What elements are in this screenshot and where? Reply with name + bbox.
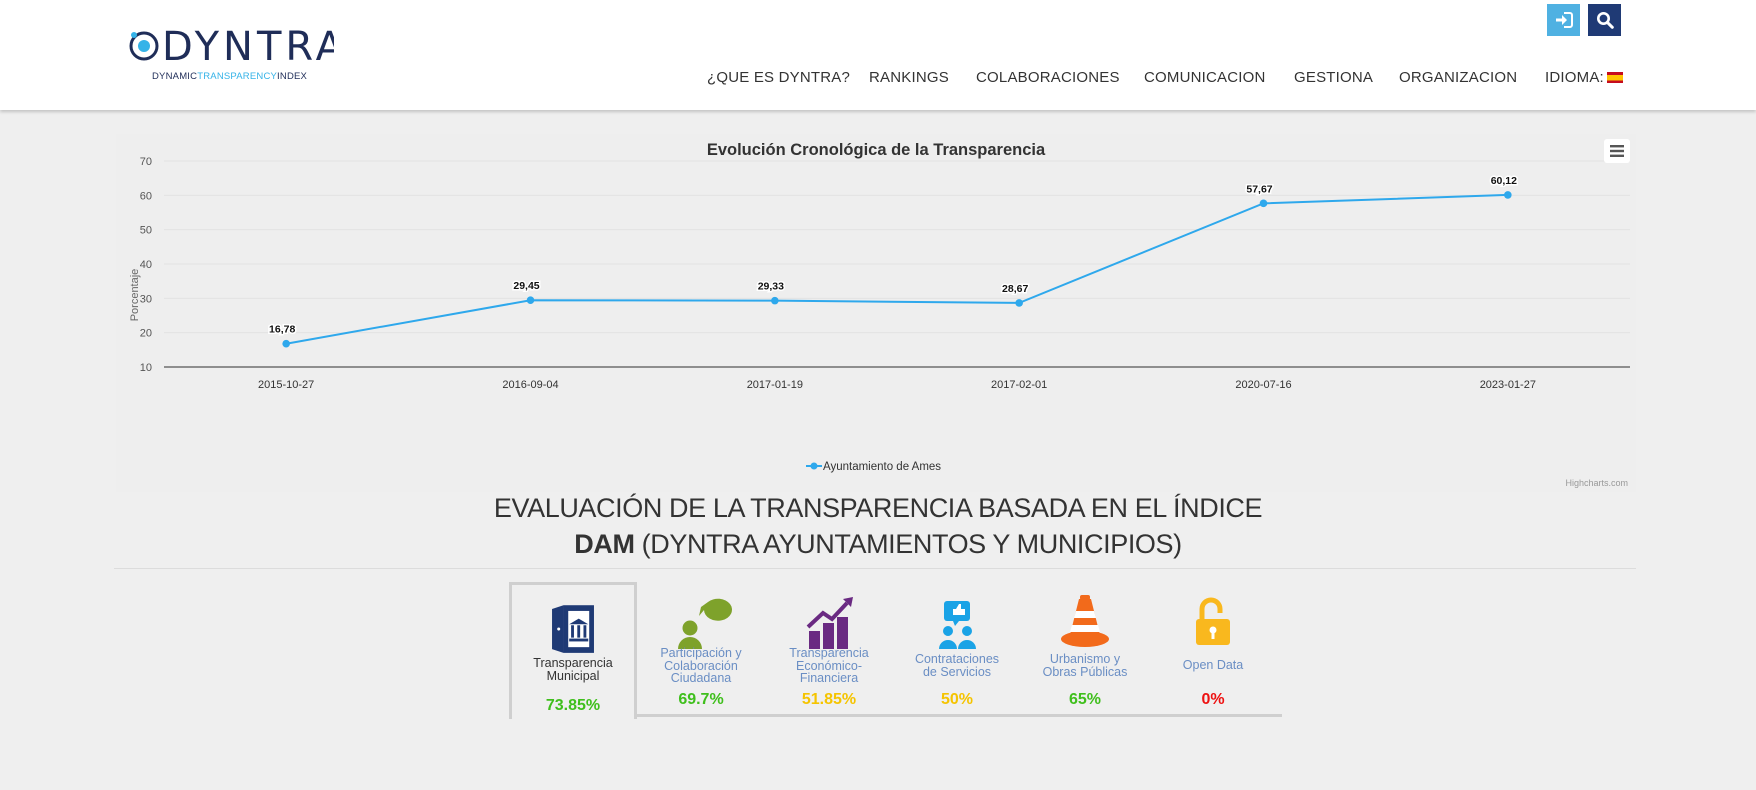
tab-score: 50% <box>940 691 974 708</box>
chart-menu-button[interactable] <box>1604 139 1630 163</box>
data-label: 28,67 <box>1002 283 1028 295</box>
chart-canvas: 10 20 30 40 50 60 70 2015-10-27 2016-09-04 2017-0… <box>129 141 1630 488</box>
tab-open-data[interactable]: Open Data 0% <box>1149 583 1277 719</box>
tab-participacion-ciudadana[interactable]: Participación y Colaboración Ciudadana 69.… <box>637 583 765 719</box>
tab-label: Participación y Colaboración Ciudadana <box>660 646 742 685</box>
tab-label: Transparencia Económico- Financiera <box>789 646 869 685</box>
x-tick-label: 2020-07-16 <box>1235 379 1291 391</box>
y-tick-label: 60 <box>140 190 152 202</box>
series-line <box>285 193 1508 345</box>
evaluation-heading: EVALUACIÓN DE LA TRANSPARENCIA BASADA EN… <box>100 490 1656 562</box>
transparency-chart: 10 20 30 40 50 60 70 2015-10-27 2016-09-04 2017-0… <box>116 134 1636 492</box>
data-point[interactable] <box>282 339 290 348</box>
tab-transparencia-economica[interactable]: Transparencia Económico- Financiera 51.85% <box>765 583 893 719</box>
chart-legend[interactable]: Ayuntamiento de Ames <box>806 461 941 473</box>
data-label: 29,33 <box>758 281 784 293</box>
tab-score: 69.7% <box>678 691 724 708</box>
y-tick-label: 50 <box>140 225 152 237</box>
data-point[interactable] <box>1015 299 1023 307</box>
dam-label: DAM <box>574 529 635 559</box>
nav-item-idioma[interactable]: IDIOMA: <box>1545 69 1623 86</box>
data-point[interactable] <box>1259 199 1268 208</box>
legend-point-marker <box>810 462 818 470</box>
tab-contrataciones-servicios[interactable]: Contrataciones de Servicios 50% <box>893 583 1021 719</box>
data-point[interactable] <box>1504 191 1512 199</box>
tab-transparencia-municipal[interactable]: Transparencia Municipal 73.85% <box>509 582 637 719</box>
x-tick-label: 2017-01-19 <box>747 379 803 391</box>
service-contracts-people-icon <box>939 601 976 649</box>
tab-score: 51.85% <box>801 691 857 708</box>
logo-subtitle: DYNAMICTRANSPARENCYINDEX <box>152 71 334 82</box>
data-label: 57,67 <box>1246 183 1272 195</box>
tab-score: 73.85% <box>545 697 601 714</box>
data-point[interactable] <box>771 296 779 305</box>
tab-label: Transparencia Municipal <box>533 656 613 683</box>
data-label: 60,12 <box>1491 175 1517 187</box>
logo-subtitle-a: DYNAMIC <box>152 71 198 82</box>
login-button[interactable] <box>1547 4 1580 36</box>
section-divider <box>114 568 1636 569</box>
data-point[interactable] <box>526 296 535 305</box>
open-padlock-icon <box>1196 597 1230 645</box>
y-axis-title: Porcentaje <box>129 269 141 322</box>
nav-item-organizacion[interactable]: ORGANIZACION <box>1399 69 1518 86</box>
data-label: 29,45 <box>513 280 539 292</box>
y-tick-label: 30 <box>140 293 152 305</box>
legend-label: Ayuntamiento de Ames <box>823 461 941 473</box>
chart-title: Evolución Cronológica de la Transparenci… <box>707 141 1046 159</box>
tab-score: 0% <box>1201 691 1225 708</box>
search-button[interactable] <box>1588 4 1621 36</box>
site-header: DYNTRA DYNAMICTRANSPARENCYINDEX ¿QUE ES … <box>0 0 1756 110</box>
idioma-label: IDIOMA: <box>1545 69 1604 86</box>
data-label: 16,78 <box>269 324 295 336</box>
financial-growth-chart-icon <box>806 597 853 649</box>
tab-urbanismo-obras[interactable]: Urbanismo y Obras Públicas 65% <box>1021 583 1149 719</box>
y-tick-label: 40 <box>140 259 152 271</box>
traffic-cone-icon <box>1061 595 1109 647</box>
hamburger-menu-icon <box>1610 145 1624 157</box>
tabs-baseline <box>636 714 1282 717</box>
dyntra-logo[interactable]: DYNTRA DYNAMICTRANSPARENCYINDEX <box>124 24 343 82</box>
evaluation-heading-line1: EVALUACIÓN DE LA TRANSPARENCIA BASADA EN… <box>493 493 1263 523</box>
logo-wordmark: DYNTRA <box>162 26 334 66</box>
nav-item-comunicacion[interactable]: COMUNICACION <box>1144 69 1266 86</box>
login-icon <box>1555 12 1573 28</box>
dam-description: (DYNTRA AYUNTAMIENTOS Y MUNICIPIOS) <box>634 529 1182 559</box>
x-tick-label: 2017-02-01 <box>991 379 1047 391</box>
tab-score: 65% <box>1068 691 1102 708</box>
x-tick-label: 2015-10-27 <box>258 379 314 391</box>
y-tick-label: 20 <box>140 328 152 340</box>
x-tick-label: 2023-01-27 <box>1480 379 1536 391</box>
nav-item-gestiona[interactable]: GESTIONA <box>1294 69 1374 86</box>
evaluation-heading-line2: DAM (DYNTRA AYUNTAMIENTOS Y MUNICIPIOS) <box>100 526 1656 562</box>
nav-item-rankings[interactable]: RANKINGS <box>869 69 949 86</box>
spain-flag-icon <box>1606 72 1623 83</box>
nav-item-colaboraciones[interactable]: COLABORACIONES <box>976 69 1120 86</box>
nav-item-que-es-dyntra[interactable]: ¿QUE ES DYNTRA? <box>707 69 851 86</box>
tab-label: Contrataciones de Servicios <box>914 652 1000 679</box>
participation-chat-icon <box>678 598 732 649</box>
main-nav: ¿QUE ES DYNTRA? RANKINGS COLABORACIONES … <box>0 69 1756 89</box>
municipal-building-door-icon <box>552 605 594 653</box>
tab-label: Open Data <box>1182 658 1244 672</box>
logo-subtitle-b: TRANSPARENCY <box>197 71 278 82</box>
y-tick-label: 70 <box>140 156 152 168</box>
tab-label: Urbanismo y Obras Públicas <box>1042 652 1128 679</box>
logo-subtitle-c: INDEX <box>277 71 308 82</box>
chart-credits[interactable]: Highcharts.com <box>1565 478 1628 488</box>
x-tick-label: 2016-09-04 <box>502 379 558 391</box>
y-tick-label: 10 <box>140 362 152 374</box>
search-icon <box>1596 12 1614 29</box>
dyntra-wordmark-icon: DYNTRA <box>129 24 343 70</box>
